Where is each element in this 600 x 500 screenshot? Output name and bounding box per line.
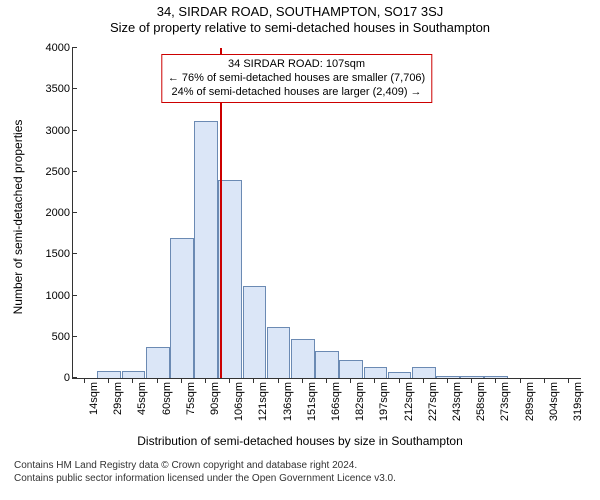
y-tick-label: 2500: [6, 166, 70, 178]
x-tick-label: 289sqm: [524, 382, 536, 421]
x-tick-label: 136sqm: [282, 382, 294, 421]
histogram-bar: [97, 371, 121, 378]
annotation-box: 34 SIRDAR ROAD: 107sqm ← 76% of semi-det…: [161, 54, 432, 103]
y-tick-label: 1500: [6, 248, 70, 260]
x-tick-label: 166sqm: [330, 382, 342, 421]
x-tick-label: 304sqm: [548, 382, 560, 421]
histogram-bar: [315, 351, 339, 378]
chart-title-address: 34, SIRDAR ROAD, SOUTHAMPTON, SO17 3SJ: [0, 0, 600, 20]
histogram-bar: [364, 367, 388, 378]
x-tick-label: 197sqm: [378, 382, 390, 421]
x-tick-label: 90sqm: [209, 382, 221, 415]
x-tick-label: 60sqm: [161, 382, 173, 415]
y-tick-label: 1000: [6, 290, 70, 302]
x-tick-label: 151sqm: [306, 382, 318, 421]
chart-subtitle: Size of property relative to semi-detach…: [0, 20, 600, 36]
footer-line1: Contains HM Land Registry data © Crown c…: [14, 459, 600, 472]
y-tick-label: 500: [6, 331, 70, 343]
x-tick-label: 243sqm: [451, 382, 463, 421]
y-tick-label: 3000: [6, 125, 70, 137]
x-tick-label: 14sqm: [88, 382, 100, 415]
x-tick-label: 182sqm: [354, 382, 366, 421]
footer-attribution: Contains HM Land Registry data © Crown c…: [0, 459, 600, 485]
x-tick-label: 273sqm: [499, 382, 511, 421]
plot-area: 34 SIRDAR ROAD: 107sqm ← 76% of semi-det…: [72, 48, 581, 379]
annotation-line3: 24% of semi-detached houses are larger (…: [168, 86, 425, 100]
histogram-bar: [122, 371, 146, 378]
x-tick-label: 319sqm: [572, 382, 584, 421]
y-axis-ticks: 05001000150020002500300035004000: [0, 48, 72, 378]
annotation-line1: 34 SIRDAR ROAD: 107sqm: [168, 58, 425, 72]
chart-container: { "layout": { "plot": { "left": 72, "top…: [0, 0, 600, 500]
histogram-bar: [291, 339, 315, 378]
x-axis-ticks: 14sqm 29sqm 45sqm 60sqm 75sqm 90sqm 106sqm 121s…: [72, 378, 580, 434]
x-tick-label: 106sqm: [233, 382, 245, 421]
x-tick-label: 29sqm: [112, 382, 124, 415]
x-tick-label: 121sqm: [257, 382, 269, 421]
x-tick-label: 258sqm: [475, 382, 487, 421]
footer-line2: Contains public sector information licen…: [14, 472, 600, 485]
histogram-bar: [170, 238, 194, 378]
y-tick-label: 3500: [6, 83, 70, 95]
histogram-bar: [267, 327, 291, 378]
x-tick-label: 212sqm: [403, 382, 415, 421]
x-tick-label: 45sqm: [136, 382, 148, 415]
histogram-bar: [412, 367, 436, 378]
histogram-bar: [146, 347, 170, 378]
y-tick-label: 2000: [6, 207, 70, 219]
y-tick-label: 4000: [6, 42, 70, 54]
x-tick-label: 227sqm: [427, 382, 439, 421]
histogram-bar: [243, 286, 267, 378]
x-axis-label: Distribution of semi-detached houses by …: [0, 434, 600, 448]
histogram-bar: [194, 121, 218, 378]
y-tick-label: 0: [6, 372, 70, 384]
histogram-bar: [339, 360, 363, 378]
x-tick-label: 75sqm: [185, 382, 197, 415]
annotation-line2: ← 76% of semi-detached houses are smalle…: [168, 72, 425, 86]
